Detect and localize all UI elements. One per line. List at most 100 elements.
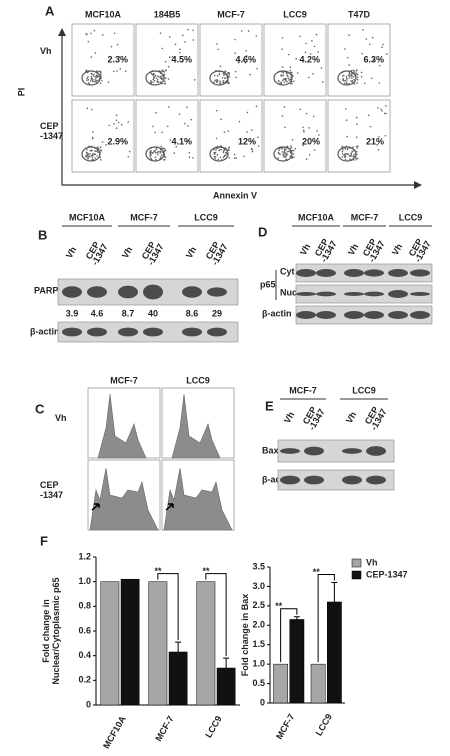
flow-dot: [348, 64, 350, 66]
flow-dot: [163, 147, 165, 150]
flow-dot: [85, 151, 88, 154]
flow-dot: [235, 76, 238, 79]
row-label: CEP -1347: [40, 121, 63, 141]
significance-bracket: [317, 574, 335, 663]
flow-dot: [152, 74, 155, 77]
percent-label: 4.2%: [299, 54, 320, 64]
flow-dot: [350, 155, 353, 157]
legend-swatch: [351, 570, 362, 580]
flow-dot: [171, 55, 174, 58]
lane-label-line: Vh: [184, 245, 198, 260]
flow-dot: [305, 42, 307, 45]
flow-dot: [344, 79, 346, 82]
flow-dot: [356, 78, 359, 81]
flow-dot: [190, 118, 193, 121]
flow-dot: [344, 108, 347, 110]
flow-dot: [367, 114, 370, 117]
flow-dot: [347, 74, 350, 77]
flow-dot: [160, 70, 163, 73]
blot-band: [87, 286, 107, 298]
flow-dot: [116, 43, 119, 46]
flow-dot: [377, 148, 380, 151]
blot-band: [207, 287, 227, 297]
flow-dot: [120, 123, 123, 126]
flow-dot: [92, 74, 95, 77]
flow-dot: [216, 154, 219, 156]
flow-dot: [281, 79, 284, 82]
flow-dot: [237, 61, 240, 64]
flow-dot: [381, 46, 383, 48]
row-label-line: Vh: [40, 46, 52, 56]
flow-dot: [112, 70, 115, 73]
column-header: LCC9: [283, 9, 307, 19]
flow-dot: [214, 155, 217, 158]
flow-dot: [257, 145, 260, 147]
flow-cluster: [81, 146, 101, 162]
flow-dot: [162, 147, 164, 149]
bar: [168, 651, 188, 706]
flow-dot: [95, 75, 97, 78]
flow-dot: [250, 129, 253, 131]
flow-dot: [175, 145, 178, 148]
flow-dot: [184, 41, 186, 43]
flow-dot: [235, 157, 238, 159]
flow-dot: [90, 108, 93, 111]
flow-dot: [92, 131, 94, 133]
flow-dot: [150, 151, 153, 153]
flow-dot: [220, 148, 222, 151]
flow-dot: [356, 69, 358, 71]
histogram: [163, 467, 233, 531]
flow-dot: [285, 72, 288, 75]
flow-dot: [277, 157, 280, 160]
flow-dot: [162, 69, 164, 72]
flow-dot: [213, 74, 216, 77]
flow-dot: [286, 80, 288, 83]
flow-dot: [158, 76, 160, 78]
flow-dot: [174, 56, 176, 59]
column-header: MCF-7: [217, 9, 245, 19]
flow-dot: [218, 73, 221, 75]
flow-dot: [127, 155, 130, 158]
flow-dot: [124, 70, 127, 72]
flow-dot: [91, 153, 94, 155]
flow-dot: [155, 111, 157, 114]
bar: [327, 601, 342, 704]
flow-dot: [283, 155, 286, 158]
protein-label: p65: [260, 279, 276, 289]
flow-dot: [353, 71, 356, 74]
flow-dot: [96, 150, 98, 152]
flow-dot: [285, 79, 287, 82]
flow-dot: [303, 131, 305, 133]
blot-band: [316, 311, 336, 319]
flow-dot: [284, 152, 287, 155]
flow-dot: [277, 151, 280, 154]
flow-dot: [159, 150, 162, 153]
flow-dot: [356, 157, 359, 160]
flow-dot: [222, 151, 225, 154]
column-header: MCF10A: [85, 9, 122, 19]
flow-dot: [286, 153, 289, 156]
flow-dot: [341, 150, 344, 153]
flow-dot: [356, 147, 359, 149]
histogram: [171, 393, 221, 459]
flow-dot: [353, 153, 355, 156]
flow-dot: [221, 76, 224, 79]
flow-dot: [160, 154, 163, 157]
flow-dot: [150, 79, 152, 82]
blot-band: [388, 311, 408, 319]
flow-dot: [97, 75, 99, 78]
flow-dot: [290, 145, 292, 147]
flow-dot: [348, 77, 350, 79]
flow-dot: [355, 136, 358, 138]
quant-label: 8.6: [186, 308, 199, 318]
flow-dot: [256, 67, 258, 70]
flow-cluster: [337, 146, 357, 162]
group-header: MCF-7: [289, 385, 317, 395]
flow-dot: [215, 80, 218, 83]
blot-band: [364, 269, 384, 277]
flow-dot: [100, 77, 102, 80]
lane-label-line: Vh: [64, 245, 78, 260]
flow-dot: [165, 77, 167, 79]
flow-dot: [159, 77, 162, 79]
flow-dot: [341, 148, 344, 151]
